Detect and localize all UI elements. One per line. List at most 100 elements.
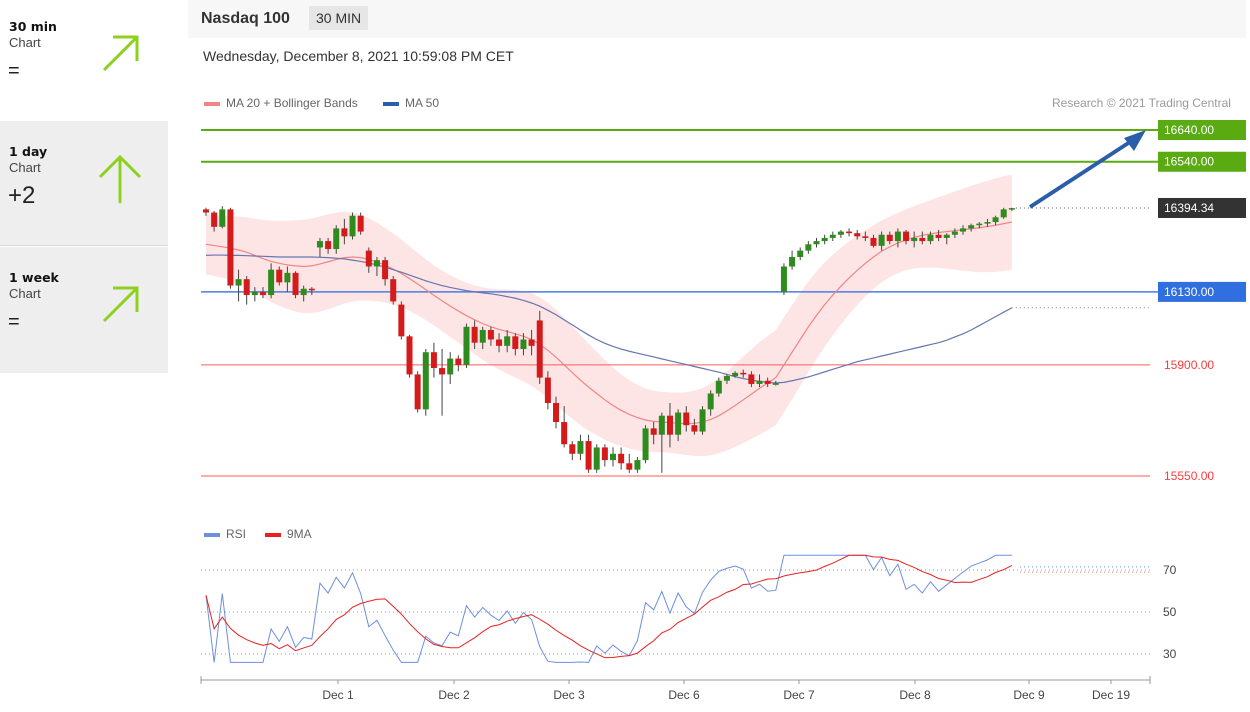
candle — [243, 276, 250, 305]
candle-body — [976, 223, 983, 226]
candle — [699, 406, 706, 435]
candle — [398, 301, 405, 340]
instrument-title: Nasdaq 100 — [201, 10, 290, 27]
timeframe-badge[interactable]: 30 MIN — [309, 6, 369, 30]
candle — [650, 422, 657, 445]
candle-body — [626, 463, 633, 470]
candle-body — [227, 209, 234, 286]
timeframe-score: = — [8, 311, 20, 333]
bollinger-band — [206, 174, 1012, 457]
pivot-label-bg — [1158, 281, 1246, 302]
candle-body — [496, 339, 503, 346]
x-tick-label: Dec 7 — [783, 688, 815, 702]
candle-body — [601, 447, 608, 461]
candle — [911, 231, 918, 248]
candle-body — [935, 234, 942, 238]
rsi-tick-label: 70 — [1163, 563, 1177, 577]
resistance-label-1: 16640.00 — [1164, 123, 1214, 137]
candle — [943, 233, 950, 245]
candle — [748, 371, 755, 388]
candle — [601, 444, 608, 467]
candle — [504, 329, 511, 353]
candle — [691, 418, 698, 435]
timeframe-1day[interactable]: 1 day Chart +2 — [0, 121, 168, 246]
candle — [357, 212, 364, 235]
legend-swatch-ma20 — [204, 101, 220, 106]
timeframe-1week[interactable]: 1 week Chart = — [0, 247, 168, 373]
rsi-ma-line — [205, 554, 1013, 659]
candle-body — [259, 291, 266, 296]
timeframe-30min[interactable]: 30 min Chart = — [0, 0, 168, 125]
resistance-label-1-bg — [1158, 120, 1246, 140]
candle — [577, 434, 584, 461]
candle-body — [439, 368, 446, 375]
candle — [268, 263, 275, 299]
candle-body — [992, 217, 999, 223]
candle — [675, 409, 682, 442]
candle-body — [715, 380, 722, 394]
candle-body — [658, 415, 665, 435]
candle — [968, 223, 975, 232]
candle — [487, 326, 494, 346]
candle — [732, 371, 739, 378]
legend-ma20: MA 20 + Bollinger Bands — [204, 96, 358, 110]
candle-body — [870, 237, 877, 246]
candle — [642, 425, 649, 464]
candle — [365, 247, 372, 273]
legend-swatch-ma50 — [383, 101, 399, 106]
candle-body — [276, 269, 283, 283]
up-right-arrow-icon — [102, 35, 139, 72]
candle — [1008, 207, 1015, 211]
candle — [455, 355, 462, 372]
up-arrow-icon — [98, 154, 142, 203]
candle-body — [325, 241, 332, 250]
candle — [259, 287, 266, 299]
candle-body — [512, 336, 519, 350]
candle — [251, 287, 258, 302]
pivot-label: 16130.00 — [1164, 285, 1214, 299]
candle-body — [878, 234, 885, 246]
candle — [341, 218, 348, 245]
candle-body — [316, 241, 323, 248]
candle — [1000, 207, 1007, 219]
candle-body — [837, 231, 844, 235]
candle-body — [333, 228, 340, 250]
candle-body — [789, 256, 796, 267]
candle — [284, 266, 291, 292]
candle — [960, 225, 967, 235]
rsi-tick-label: 30 — [1163, 647, 1177, 661]
candle-body — [430, 352, 437, 369]
candle — [805, 241, 812, 254]
candle — [886, 231, 893, 245]
candle-body — [968, 225, 975, 229]
legend-label-rsi: RSI — [226, 527, 247, 541]
candle — [553, 396, 560, 429]
legend-ma50: MA 50 — [383, 96, 439, 110]
candle-body — [675, 412, 682, 435]
candle-body — [585, 441, 592, 470]
candle — [300, 285, 307, 302]
candle — [992, 215, 999, 226]
candle — [593, 444, 600, 473]
candle — [846, 228, 853, 237]
candle-body — [520, 339, 527, 350]
candle-body — [300, 288, 307, 296]
candle-body — [764, 380, 771, 384]
candle-body — [349, 215, 356, 237]
candle — [854, 229, 861, 240]
timeframe-name: 1 week — [9, 270, 59, 285]
candle — [496, 333, 503, 353]
candle-body — [544, 377, 551, 403]
candle-body — [463, 326, 470, 365]
candle — [203, 207, 209, 216]
candle-body — [748, 374, 755, 384]
timeframe-sub: Chart — [9, 160, 41, 175]
timeframe-sub: Chart — [9, 286, 41, 301]
candle-body — [732, 372, 739, 377]
candle — [382, 256, 389, 286]
candle — [666, 402, 673, 448]
candle-body — [854, 233, 861, 237]
candle-body — [341, 228, 348, 237]
candle — [520, 333, 527, 356]
